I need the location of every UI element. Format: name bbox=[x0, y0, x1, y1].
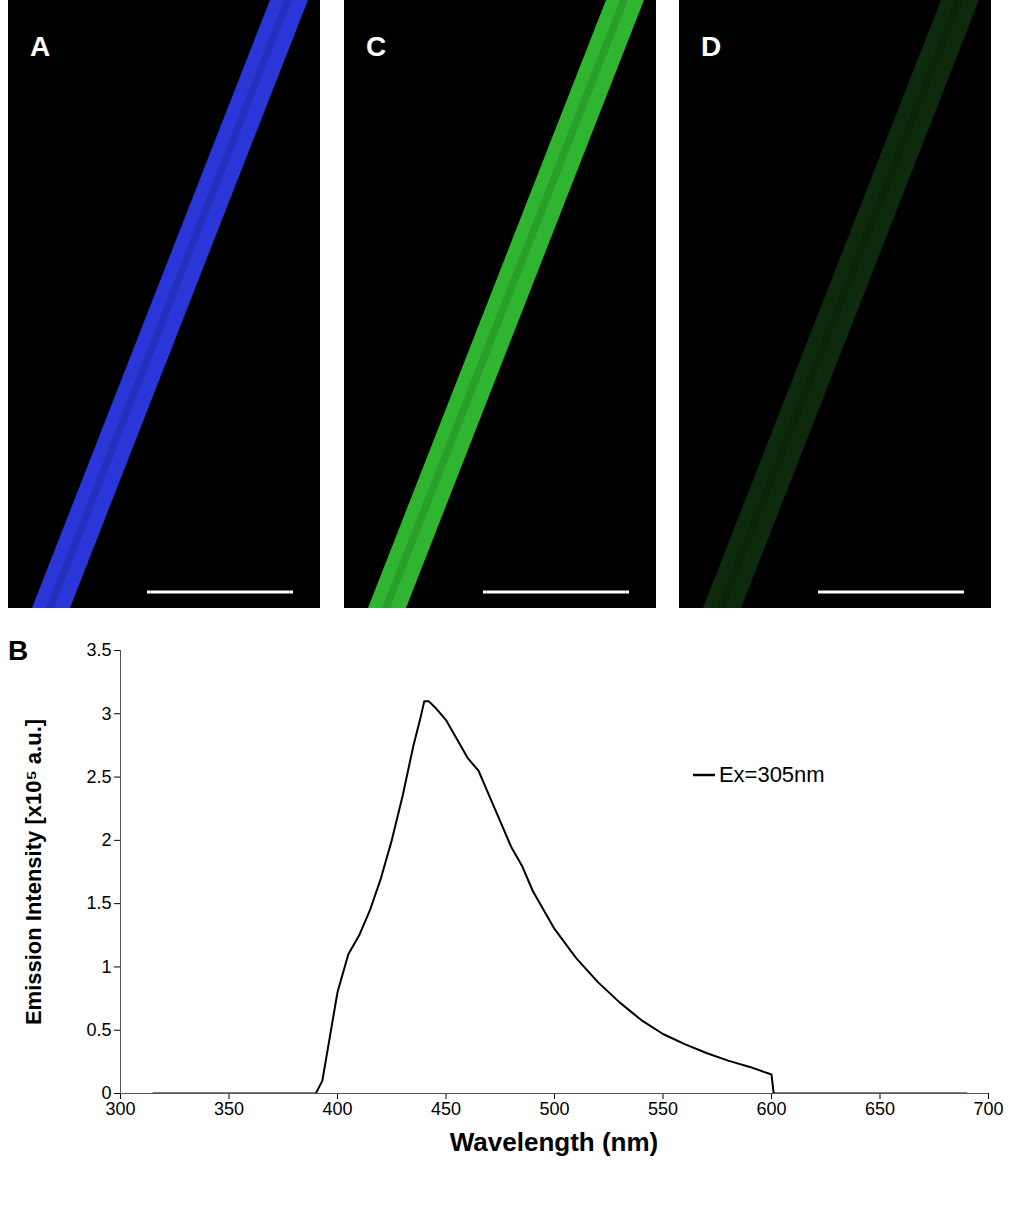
svg-text:3.5: 3.5 bbox=[86, 640, 111, 660]
svg-text:1: 1 bbox=[101, 957, 111, 977]
svg-text:C: C bbox=[366, 31, 386, 62]
svg-text:550: 550 bbox=[648, 1099, 678, 1119]
svg-text:D: D bbox=[701, 31, 721, 62]
html-text:Emission Intensity [x10⁵ a.u.]: Emission Intensity [x10⁵ a.u.] bbox=[21, 718, 46, 1025]
svg-text:650: 650 bbox=[865, 1099, 895, 1119]
svg-text:3: 3 bbox=[101, 704, 111, 724]
svg-text:350: 350 bbox=[214, 1099, 244, 1119]
html-text:Wavelength (nm): Wavelength (nm) bbox=[449, 1127, 659, 1157]
svg-text:0: 0 bbox=[101, 1083, 112, 1104]
svg-text:500: 500 bbox=[539, 1099, 569, 1119]
html-text:B: B bbox=[8, 635, 29, 666]
svg-text:700: 700 bbox=[973, 1099, 1003, 1119]
svg-text:A: A bbox=[30, 31, 50, 62]
svg-text:300: 300 bbox=[105, 1099, 135, 1119]
svg-text:2: 2 bbox=[101, 830, 111, 850]
svg-text:600: 600 bbox=[756, 1099, 786, 1119]
svg-text:0.5: 0.5 bbox=[86, 1020, 111, 1040]
svg-text:1.5: 1.5 bbox=[86, 893, 111, 913]
svg-text:2.5: 2.5 bbox=[86, 767, 111, 787]
svg-text:400: 400 bbox=[322, 1099, 352, 1119]
svg-text:450: 450 bbox=[431, 1099, 461, 1119]
html-text:Ex=305nm: Ex=305nm bbox=[718, 762, 825, 787]
